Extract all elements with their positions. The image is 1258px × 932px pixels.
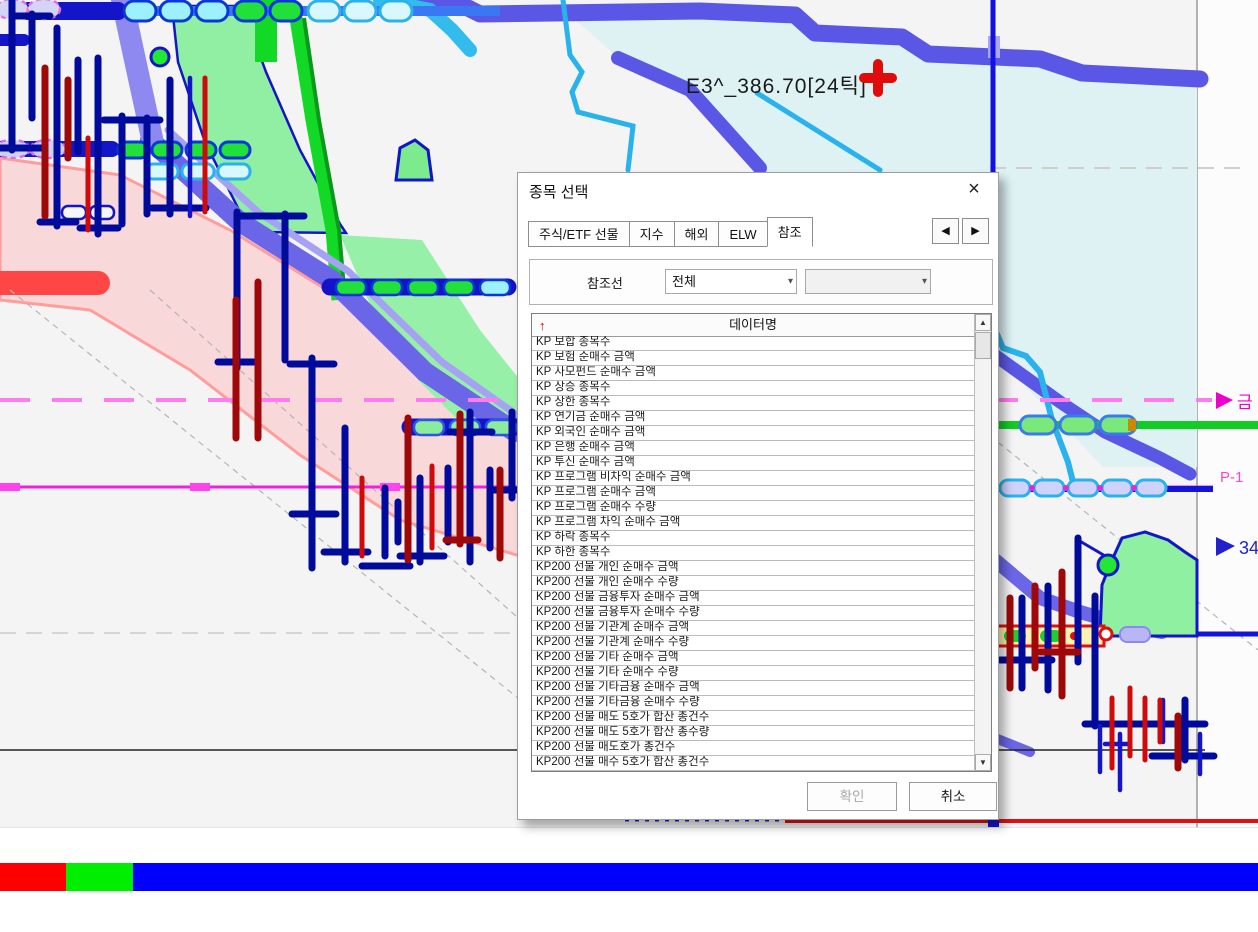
reference-type-dropdown[interactable]: 전체 ▾ (665, 269, 797, 294)
dropdown-value: 전체 (672, 274, 696, 289)
list-item[interactable]: KP200 선물 개인 순매수 금액 (532, 561, 974, 576)
list-item[interactable]: KP 프로그램 순매수 금액 (532, 486, 974, 501)
candles-dark-red (41, 64, 1182, 772)
label-34: 34 (1239, 538, 1258, 558)
scrollbar[interactable]: ▲ ▼ (974, 314, 991, 771)
ok-button[interactable]: 확인 (807, 782, 897, 811)
scroll-up-icon[interactable]: ▲ (975, 314, 991, 331)
candles-navy (0, 0, 1218, 764)
dialog-title: 종목 선택 (529, 184, 589, 201)
list-item[interactable]: KP 상승 종목수 (532, 381, 974, 396)
label-p1: P-1 (1220, 469, 1243, 486)
bottom-indicator-bar (0, 863, 1258, 891)
chart-right-margin (1198, 0, 1258, 827)
list-item[interactable]: KP 보합 종목수 (532, 336, 974, 351)
bar-segment-red (0, 863, 66, 891)
list-item[interactable]: KP200 선물 매수 5호가 합산 총건수 (532, 756, 974, 771)
tab-prev-button[interactable]: ◀ (932, 218, 959, 244)
list-item[interactable]: KP200 선물 매도호가 총건수 (532, 741, 974, 756)
list-item[interactable]: KP 하한 종목수 (532, 546, 974, 561)
list-item[interactable]: KP 투신 순매수 금액 (532, 456, 974, 471)
data-list: ↑ 데이터명 KP 보합 종목수 KP 보험 순매수 금액 KP 사모펀드 순매수 … (531, 313, 992, 772)
list-item[interactable]: KP200 선물 기타금융 순매수 수량 (532, 696, 974, 711)
instrument-label: E3^_386.70[24틱] (686, 75, 867, 98)
sort-ascending-icon: ↑ (539, 318, 546, 333)
list-item[interactable]: KP200 선물 기관계 순매수 수량 (532, 636, 974, 651)
tab[interactable]: 해외 (673, 221, 720, 247)
right-edge-labels: 금 P-1 34 (1216, 392, 1258, 558)
list-item[interactable]: KP 외국인 순매수 금액 (532, 426, 974, 441)
bar-segment-blue (133, 863, 1258, 891)
list-item[interactable]: KP200 선물 기타 순매수 금액 (532, 651, 974, 666)
cancel-button[interactable]: 취소 (909, 782, 997, 811)
pill-chains (0, 0, 1213, 498)
list-item[interactable]: KP200 선물 매도 5호가 합산 총수량 (532, 726, 974, 741)
list-item[interactable]: KP200 선물 금융투자 순매수 금액 (532, 591, 974, 606)
lavender-pill (1119, 626, 1151, 643)
list-item[interactable]: KP 하락 종목수 (532, 531, 974, 546)
blue-triangle-icon (1216, 537, 1235, 556)
candles-navy-thin (187, 75, 1203, 793)
tab-scroll-buttons: ◀ ▶ (929, 218, 989, 244)
chart-bottom-edge (0, 827, 1258, 828)
green-dot-marker (149, 46, 171, 68)
tab[interactable]: ELW (718, 221, 768, 247)
list-header[interactable]: ↑ 데이터명 (532, 314, 974, 337)
list-header-label: 데이터명 (729, 317, 777, 332)
scrollbar-thumb[interactable] (975, 332, 991, 359)
list-item[interactable]: KP 프로그램 비차익 순매수 금액 (532, 471, 974, 486)
crosshair-marker (859, 59, 897, 97)
stock-select-dialog: 종목 선택 × 주식/ETF 선물 지수 해외 ELW 참조 ◀ ▶ 참조선 전체 ▾ … (517, 172, 999, 820)
list-item[interactable]: KP 프로그램 순매수 수량 (532, 501, 974, 516)
tab[interactable]: 지수 (628, 221, 675, 247)
list-item[interactable]: KP 보험 순매수 금액 (532, 351, 974, 366)
list-item[interactable]: KP 프로그램 차익 순매수 금액 (532, 516, 974, 531)
tab-next-button[interactable]: ▶ (962, 218, 989, 244)
list-item[interactable]: KP200 선물 기타금융 순매수 금액 (532, 681, 974, 696)
list-item[interactable]: KP200 선물 개인 순매수 수량 (532, 576, 974, 591)
list-item[interactable]: KP 은행 순매수 금액 (532, 441, 974, 456)
list-item[interactable]: KP200 선물 기타 순매수 수량 (532, 666, 974, 681)
chevron-down-icon: ▾ (787, 276, 793, 287)
list-rows: KP 보합 종목수 KP 보험 순매수 금액 KP 사모펀드 순매수 금액 KP 상승… (532, 336, 974, 771)
candles-bright-red (85, 75, 1163, 771)
price-chart: E3^_386.70[24틱] 금 P-1 34 (0, 0, 1258, 827)
reference-filter-group: 참조선 전체 ▾ ▾ (529, 259, 993, 305)
list-item[interactable]: KP200 선물 기관계 순매수 금액 (532, 621, 974, 636)
tab[interactable]: 참조 (766, 217, 813, 247)
scroll-down-icon[interactable]: ▼ (975, 754, 991, 771)
list-item[interactable]: KP 연기금 순매수 금액 (532, 411, 974, 426)
magenta-triangle-icon (1216, 392, 1233, 409)
tab-bar: 주식/ETF 선물 지수 해외 ELW 참조 (528, 217, 813, 247)
red-ring-marker (1098, 626, 1114, 642)
green-dot-marker-right (1096, 553, 1120, 577)
bar-segment-green (66, 863, 133, 891)
green-patch (394, 138, 434, 182)
reference-line-label: 참조선 (587, 276, 623, 291)
list-item[interactable]: KP 사모펀드 순매수 금액 (532, 366, 974, 381)
list-item[interactable]: KP200 선물 매도 5호가 합산 총건수 (532, 711, 974, 726)
list-item[interactable]: KP 상한 종목수 (532, 396, 974, 411)
chevron-down-icon: ▾ (921, 276, 927, 287)
label-geum: 금 (1237, 393, 1253, 412)
reference-sub-dropdown[interactable]: ▾ (805, 269, 931, 294)
list-item[interactable]: KP200 선물 금융투자 순매수 수량 (532, 606, 974, 621)
close-icon[interactable]: × (968, 178, 980, 200)
tab[interactable]: 주식/ETF 선물 (528, 221, 630, 247)
